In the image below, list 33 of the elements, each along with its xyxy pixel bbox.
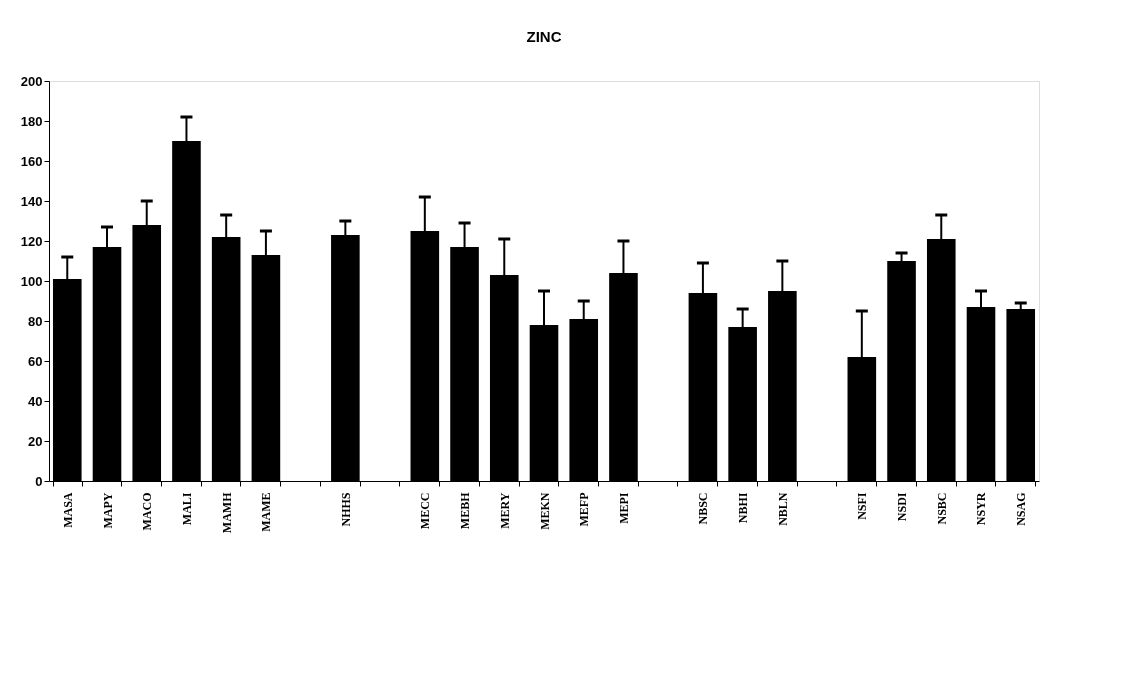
y-tick-label: 180 — [20, 113, 43, 129]
y-tick-label: 0 — [35, 473, 43, 489]
x-tick-label: NSYR — [974, 492, 989, 526]
y-tick-label: 20 — [28, 433, 43, 449]
y-tick-label: 100 — [20, 273, 43, 289]
x-tick-label: MAMH — [219, 491, 234, 534]
x-tick-label: MAPY — [100, 492, 115, 529]
y-tick-label: 120 — [20, 233, 43, 249]
x-tick-label: NSDI — [895, 492, 910, 522]
x-tick-label: MEKN — [537, 492, 552, 530]
x-tick-label: MEPI — [616, 492, 631, 524]
y-tick-label: 60 — [28, 353, 43, 369]
x-tick-label: NSFI — [855, 492, 870, 520]
y-tick-label: 80 — [28, 313, 43, 329]
x-tick-label: MERY — [497, 492, 512, 529]
x-tick-label: NBSC — [696, 492, 711, 525]
x-tick-label: MEFP — [577, 492, 592, 527]
x-tick-label: NSBC — [934, 492, 949, 525]
x-tick-label: MAME — [259, 492, 274, 532]
x-tick-label: MACO — [140, 492, 155, 531]
chart-title: ZINC — [526, 28, 562, 45]
x-tick-label: MALI — [179, 492, 194, 526]
x-tick-label: MECC — [418, 492, 433, 530]
x-tick-label: NSAG — [1014, 492, 1029, 526]
y-tick-label: 140 — [20, 193, 43, 209]
x-tick-label: MEBH — [458, 491, 473, 530]
x-tick-label: NBHI — [736, 492, 751, 524]
y-tick-label: 200 — [20, 73, 43, 89]
y-tick-label: 40 — [28, 393, 43, 409]
x-tick-label: NHHS — [338, 492, 353, 527]
x-tick-label: MASA — [60, 492, 75, 528]
x-tick-label: NBLN — [775, 492, 790, 526]
y-tick-label: 160 — [20, 153, 43, 169]
